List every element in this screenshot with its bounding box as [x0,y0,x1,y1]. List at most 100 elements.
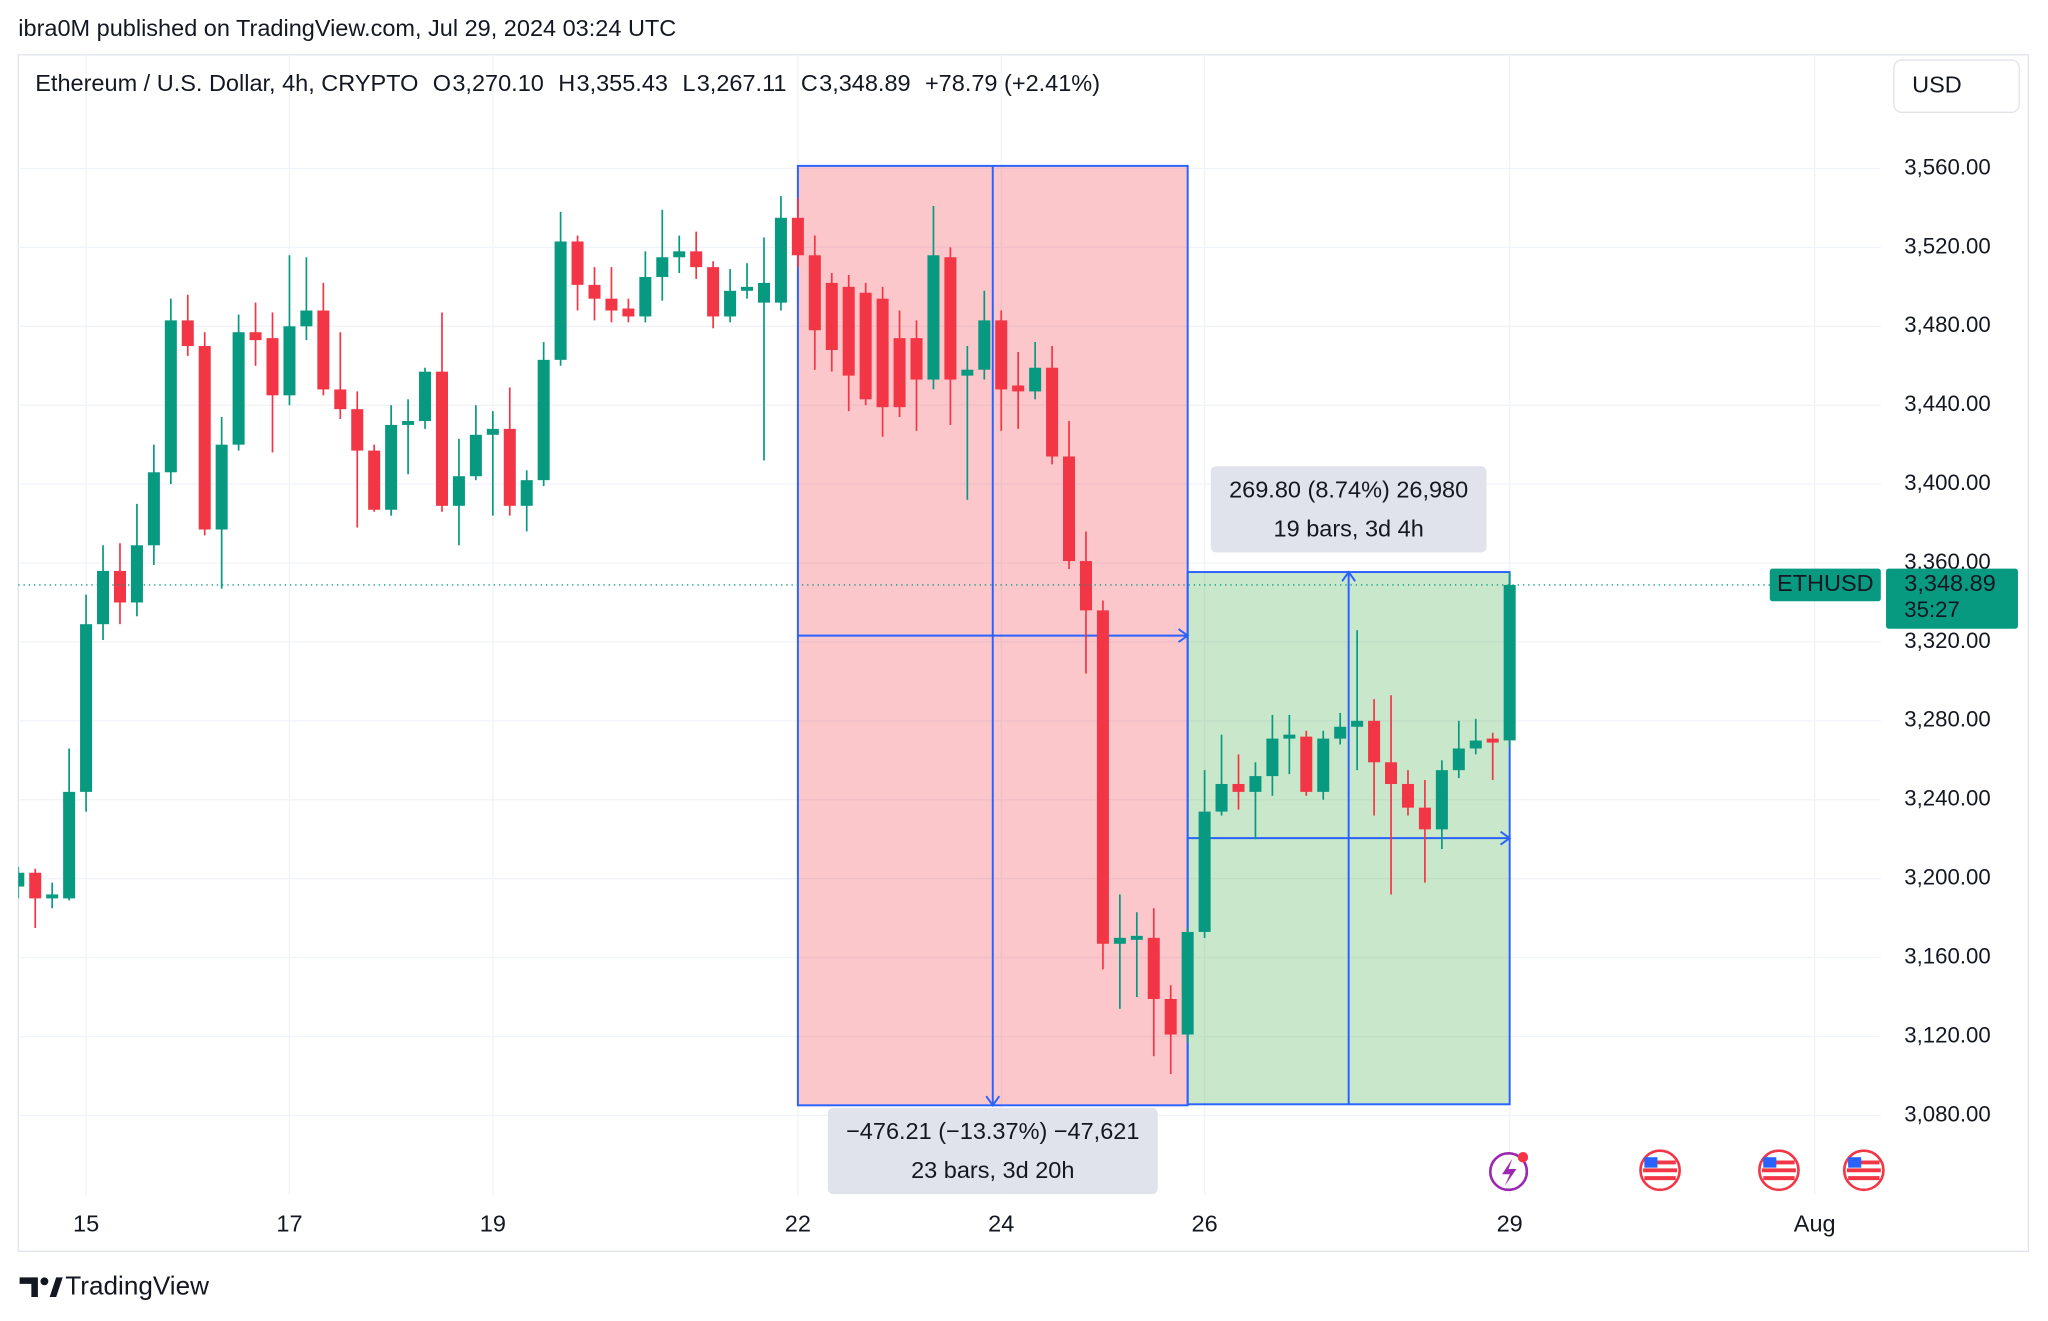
candle-body [1401,783,1414,808]
candle-body [690,251,703,268]
measure-label: 23 bars, 3d 20h [911,1157,1074,1183]
candle-body [1249,776,1262,792]
candle-body [80,624,93,792]
candle-body [486,428,499,435]
candle-body [164,320,177,473]
candle-body [1147,937,1160,1000]
x-tick-label: Aug [1794,1210,1836,1236]
candle-body [385,424,398,510]
candle-body [232,332,245,445]
candle-body [741,286,754,291]
candle-body [469,434,482,477]
candle-body [317,310,330,390]
candle-body [876,298,889,408]
x-tick-label: 15 [73,1210,99,1236]
candle-body [554,241,567,360]
event-dot [1517,1151,1529,1163]
currency-button[interactable] [1893,59,2020,113]
x-tick-label: 22 [785,1210,811,1236]
candle-body [452,476,465,506]
price-tag [1886,568,2018,629]
y-tick-label: 3,240.00 [1904,786,1990,811]
candle-body [63,791,76,899]
x-tick-label: 24 [988,1210,1014,1236]
candle-body [147,472,160,546]
flag-icon[interactable] [1842,1149,1885,1192]
candle-body [1113,937,1126,944]
measure-label: −476.21 (−13.37%) −47,621 [846,1118,1139,1144]
candle-body [1486,738,1499,743]
candle-body [927,255,940,380]
y-tick-label: 3,280.00 [1904,707,1990,732]
overlay: 3,080.00 3,120.00 3,160.00 3,200.00 3,240.00… [35,70,2018,1236]
candle-body [402,420,415,425]
candle-body [1046,367,1059,457]
flag-icon[interactable] [1758,1149,1800,1192]
candle-body [944,257,957,380]
candle-body [29,872,42,899]
candle-body [1181,931,1194,1035]
event-icons [1488,1149,1885,1192]
candle-body [1096,610,1109,944]
candle-body [893,338,906,408]
candle-body [1266,738,1279,777]
candle-body [978,320,991,370]
legend-text: 3,355.43 [576,70,667,96]
candle-body [18,872,25,887]
candle-body [266,338,279,396]
candle-body [1012,385,1025,392]
flag-icon[interactable] [1639,1149,1681,1192]
candle-body [707,267,720,317]
candle-body [334,389,347,410]
candle-body [1300,736,1313,792]
x-tick-label: 26 [1192,1210,1218,1236]
measure-label-box [827,1107,1158,1195]
candle-body [1029,367,1042,392]
candle-body [1317,738,1330,792]
candle-body [1215,783,1228,812]
brand-logo [19,1277,63,1297]
candle-body [1198,811,1211,932]
byline: ibra0M published on TradingView.com, Jul… [18,15,676,41]
candle-body [605,298,618,311]
x-tick-label: 29 [1497,1210,1523,1236]
candles [18,196,1881,1074]
candle-body [859,292,872,400]
candle-body [622,308,635,317]
y-tick-label: 3,160.00 [1904,943,1990,968]
arrow-head [1341,570,1356,582]
symbol-tag [1769,568,1881,602]
event-icon-glyph [1502,1158,1517,1186]
candle-body [1368,720,1381,763]
legend-text: H [558,70,575,96]
legend-text: 3,267.11 [697,70,787,96]
candle-body [97,570,110,625]
candle-body [435,371,448,506]
legend-text: O [433,70,451,96]
candle-body [1469,740,1482,749]
currency[interactable]: USD [1912,71,1962,97]
measures [796,164,1512,1107]
measure-label-box [1210,466,1487,553]
candle-body [1385,762,1398,784]
candle-body [1334,726,1347,739]
candle-body [774,217,787,303]
y-tick-label: 3,560.00 [1904,154,1990,179]
candle-body [198,346,211,530]
legend-text: C [801,70,818,96]
symbol-tag-label: ETHUSD [1777,570,1874,596]
candle-body [791,217,804,256]
candle-body [1130,935,1143,940]
candle-body [1283,734,1296,739]
candle-body [995,320,1008,390]
candle-body [910,338,923,380]
candle-body [1418,807,1431,830]
y-tick-label: 3,400.00 [1904,470,1990,495]
x-tick-label: 17 [276,1210,302,1236]
candle-body [724,290,737,317]
legend-text: L [682,70,695,96]
candle-body [1452,748,1465,771]
chart-frame [17,54,2030,1252]
